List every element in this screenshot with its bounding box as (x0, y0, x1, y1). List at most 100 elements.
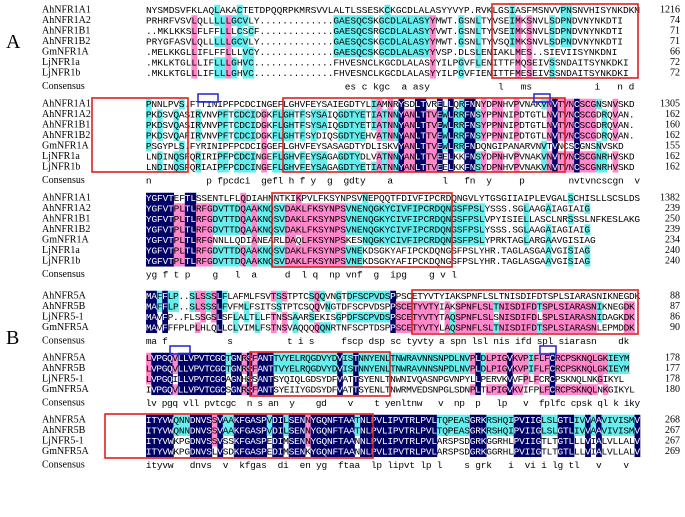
residue-shade (321, 109, 328, 121)
residue-shade (517, 363, 524, 375)
residue-shade (219, 15, 226, 27)
residue-shade (546, 130, 553, 142)
residue-shade (418, 15, 425, 27)
residue-shade (361, 36, 368, 48)
residue-shade (230, 373, 237, 385)
sequence: PRYGFASVLQLLLLLGCVLY.............GAESQCS… (146, 36, 623, 47)
residue-shade (565, 384, 572, 396)
residue-shade (566, 36, 573, 48)
residue-shade (601, 151, 608, 163)
residue-shade (541, 161, 547, 173)
residue-shade (412, 46, 419, 58)
residue-shade (574, 322, 581, 334)
residue-shade (440, 213, 447, 225)
residue-shade (579, 414, 586, 426)
residue-shade (412, 213, 419, 225)
residue-shade (533, 363, 540, 375)
residue-shade (378, 46, 385, 58)
residue-shade (167, 425, 174, 437)
residue-shade (353, 384, 359, 396)
residue-shade (475, 57, 482, 69)
consensus-label: Consensus (42, 269, 85, 280)
residue-shade (409, 140, 416, 152)
residue-shade (560, 4, 567, 16)
residue-shade (239, 161, 246, 173)
residue-shade (479, 234, 485, 246)
residue-shade (523, 213, 530, 225)
residue-shade (536, 301, 543, 313)
residue-shade (574, 311, 581, 323)
residue-shade (406, 213, 413, 225)
residue-shade (531, 301, 538, 313)
residue-shade (146, 435, 152, 447)
residue-shade (277, 435, 284, 447)
residue-shade (146, 130, 152, 142)
residue-shade (585, 98, 591, 110)
residue-shade (382, 435, 388, 447)
residue-shade (546, 425, 553, 437)
residue-shade (581, 384, 588, 396)
residue-shade (497, 98, 504, 110)
residue-shade (172, 352, 179, 364)
residue-shade (190, 192, 197, 204)
residue-shade (234, 213, 241, 225)
residue-shade (565, 363, 572, 375)
residue-shade (345, 213, 352, 225)
residue-shade (409, 109, 416, 121)
residue-shade (523, 224, 530, 236)
residue-shade (272, 414, 279, 426)
residue-shade (491, 109, 498, 121)
residue-shade (316, 446, 322, 458)
residue-shade (545, 245, 552, 257)
residue-shade (225, 25, 232, 37)
consensus-sequence: yg f t p g l a d l q np vnf g ipg g v l (146, 269, 457, 280)
residue-shade (343, 446, 350, 458)
residue-shade (507, 373, 513, 385)
residue-shade (513, 98, 520, 110)
residue-shade (200, 301, 207, 313)
residue-shade (168, 213, 175, 225)
residue-shade (568, 98, 575, 110)
residue-shade (580, 301, 587, 313)
residue-shade (229, 213, 236, 225)
residue-shade (423, 203, 430, 215)
residue-shade (546, 151, 553, 163)
residue-count: 72 (670, 57, 680, 68)
residue-shade (261, 119, 268, 131)
residue-shade (178, 140, 185, 152)
residue-shade (557, 446, 564, 458)
residue-shade (244, 109, 251, 121)
residue-shade (347, 352, 354, 364)
residue-shade (173, 290, 179, 302)
residue-shade (436, 119, 443, 131)
residue-shade (387, 119, 394, 131)
residue-shade (574, 425, 580, 437)
sequence: LVPGQILLVPVTCGCAGNHSSANTSYQIQLGDSYDFVATT… (146, 374, 625, 385)
residue-shade (420, 425, 427, 437)
residue-shade (496, 363, 503, 375)
residue-shade (535, 435, 542, 447)
residue-shade (612, 161, 619, 173)
residue-shade (201, 203, 208, 215)
residue-shade (501, 384, 508, 396)
residue-shade (563, 109, 569, 121)
residue-shade (244, 446, 251, 458)
residue-shade (261, 435, 268, 447)
residue-shade (195, 151, 202, 163)
residue-shade (424, 46, 431, 58)
sequence-name: GmNFR1A (42, 141, 89, 152)
residue-shade (273, 255, 280, 267)
residue-shade (570, 384, 577, 396)
residue-shade (491, 384, 497, 396)
residue-shade (480, 363, 487, 375)
residue-shade (162, 290, 169, 302)
residue-shade (354, 425, 361, 437)
residue-shade (183, 363, 189, 375)
residue-shade (178, 425, 185, 437)
residue-shade (480, 109, 487, 121)
residue-shade (222, 414, 229, 426)
residue-shade (284, 352, 290, 364)
residue-shade (422, 352, 428, 364)
residue-shade (229, 203, 236, 215)
sequence: PSGYPLS.FYRINIPFPCDCIGGEFLGHVFEYSASAGDTY… (146, 141, 624, 152)
